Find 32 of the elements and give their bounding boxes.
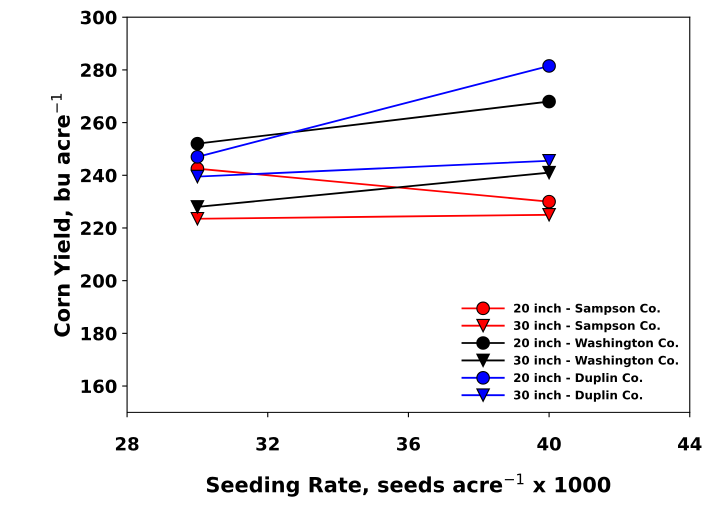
point — [542, 94, 556, 108]
x-tick-label: 28 — [116, 437, 139, 451]
point — [190, 212, 204, 226]
legend-label: 20 inch - Washington Co. — [514, 338, 678, 350]
y-tick-label: 300 — [80, 10, 116, 24]
legend-label: 30 inch - Duplin Co. — [514, 390, 642, 402]
y-tick-label: 280 — [81, 63, 116, 78]
legend-label: 30 inch - Washington Co. — [514, 356, 678, 368]
y-tick-label: 220 — [81, 221, 116, 236]
x-tick-label: 40 — [537, 437, 561, 451]
x-tick-label: 44 — [678, 437, 702, 450]
legend-label: 20 inch - Sampson Co. — [514, 304, 660, 315]
legend-label: 30 inch - Sampson Co. — [514, 320, 660, 332]
point — [542, 59, 556, 73]
point — [542, 166, 556, 180]
point — [190, 136, 204, 150]
point — [542, 208, 556, 222]
y-tick-label: 260 — [81, 116, 116, 130]
point — [190, 150, 204, 164]
point — [542, 154, 556, 168]
x-tick-label: 36 — [397, 437, 420, 451]
point — [542, 194, 556, 208]
legend-label: 20 inch - Duplin Co. — [514, 373, 642, 384]
y-axis-title: Corn Yield, bu acre$^{−1}$ — [51, 94, 73, 337]
point — [190, 200, 204, 214]
x-axis-title: Seeding Rate, seeds acre$^{−1}$ x 1000 — [206, 474, 610, 497]
y-tick-label: 200 — [81, 274, 116, 288]
y-tick-label: 160 — [82, 379, 116, 394]
y-tick-label: 240 — [81, 168, 116, 182]
point — [190, 170, 204, 184]
y-tick-label: 180 — [82, 326, 116, 340]
x-tick-label: 32 — [256, 437, 279, 451]
